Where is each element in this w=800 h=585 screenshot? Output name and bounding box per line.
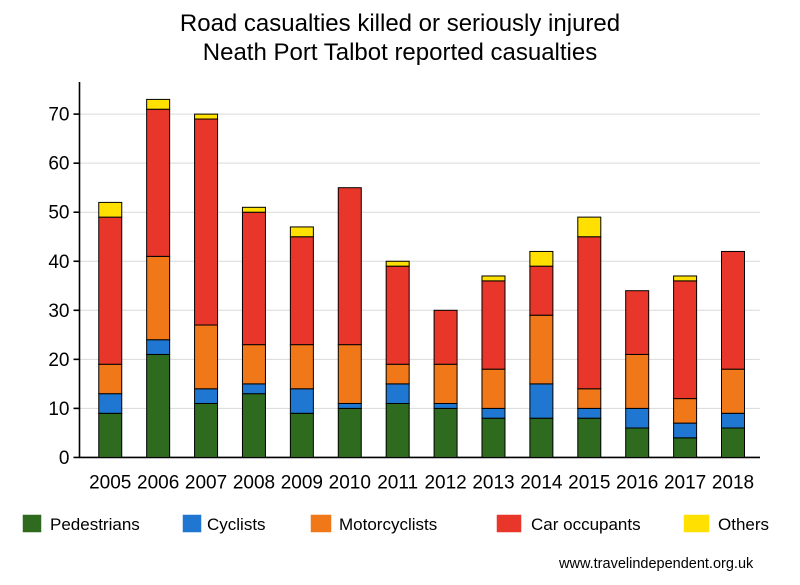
svg-text:70: 70 [48,105,69,126]
svg-text:2005: 2005 [89,472,131,493]
svg-text:2006: 2006 [137,472,179,493]
svg-text:Car occupants: Car occupants [531,515,641,534]
svg-text:60: 60 [48,154,69,175]
svg-text:2014: 2014 [520,472,563,493]
svg-text:40: 40 [48,252,69,273]
svg-text:2012: 2012 [424,472,466,493]
svg-text:10: 10 [48,399,69,420]
svg-text:2015: 2015 [568,472,610,493]
svg-text:2013: 2013 [472,472,514,493]
svg-text:Road casualties killed or seri: Road casualties killed or seriously inju… [180,10,620,37]
svg-text:0: 0 [59,448,70,469]
svg-text:2009: 2009 [281,472,323,493]
svg-text:Others: Others [718,515,769,534]
svg-text:2007: 2007 [185,472,227,493]
svg-text:2018: 2018 [712,472,754,493]
svg-text:Neath Port Talbot reported cas: Neath Port Talbot reported casualties [203,39,597,66]
svg-text:50: 50 [48,203,69,224]
svg-text:2016: 2016 [616,472,658,493]
svg-text:Motorcyclists: Motorcyclists [339,515,437,534]
svg-text:Pedestrians: Pedestrians [50,515,140,534]
svg-text:2011: 2011 [377,472,418,493]
svg-text:2008: 2008 [233,472,275,493]
svg-text:Cyclists: Cyclists [207,515,266,534]
svg-text:20: 20 [48,350,69,371]
svg-text:www.travelindependent.org.uk: www.travelindependent.org.uk [558,556,754,572]
svg-text:2017: 2017 [664,472,706,493]
svg-text:2010: 2010 [329,472,371,493]
svg-text:30: 30 [48,301,69,322]
